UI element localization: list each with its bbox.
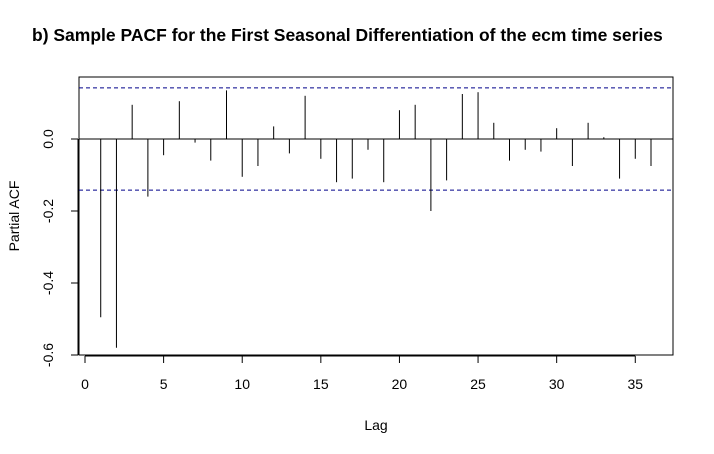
x-tick-label-30: 30 — [549, 376, 565, 392]
x-tick-label-0: 0 — [81, 376, 89, 392]
x-tick-label-35: 35 — [627, 376, 643, 392]
y-axis: -0.6 -0.4 -0.2 0.0 — [40, 129, 79, 367]
bound-lines — [79, 87, 673, 191]
x-axis-label: Lag — [364, 417, 387, 433]
x-tick-label-10: 10 — [234, 376, 250, 392]
y-tick-label-2: -0.2 — [40, 199, 56, 223]
y-tick-label-1: -0.4 — [40, 271, 56, 295]
x-tick-label-15: 15 — [313, 376, 329, 392]
y-tick-label-0: -0.6 — [40, 343, 56, 367]
y-axis-label: Partial ACF — [6, 181, 22, 252]
chart-title: b) Sample PACF for the First Seasonal Di… — [32, 25, 663, 45]
x-axis: 0 5 10 15 20 25 30 35 — [81, 355, 643, 392]
y-tick-label-3: 0.0 — [40, 129, 56, 149]
plot-frame — [78, 76, 674, 356]
bars — [100, 90, 652, 348]
x-tick-label-25: 25 — [470, 376, 486, 392]
x-tick-label-5: 5 — [160, 376, 168, 392]
x-tick-label-20: 20 — [392, 376, 408, 392]
